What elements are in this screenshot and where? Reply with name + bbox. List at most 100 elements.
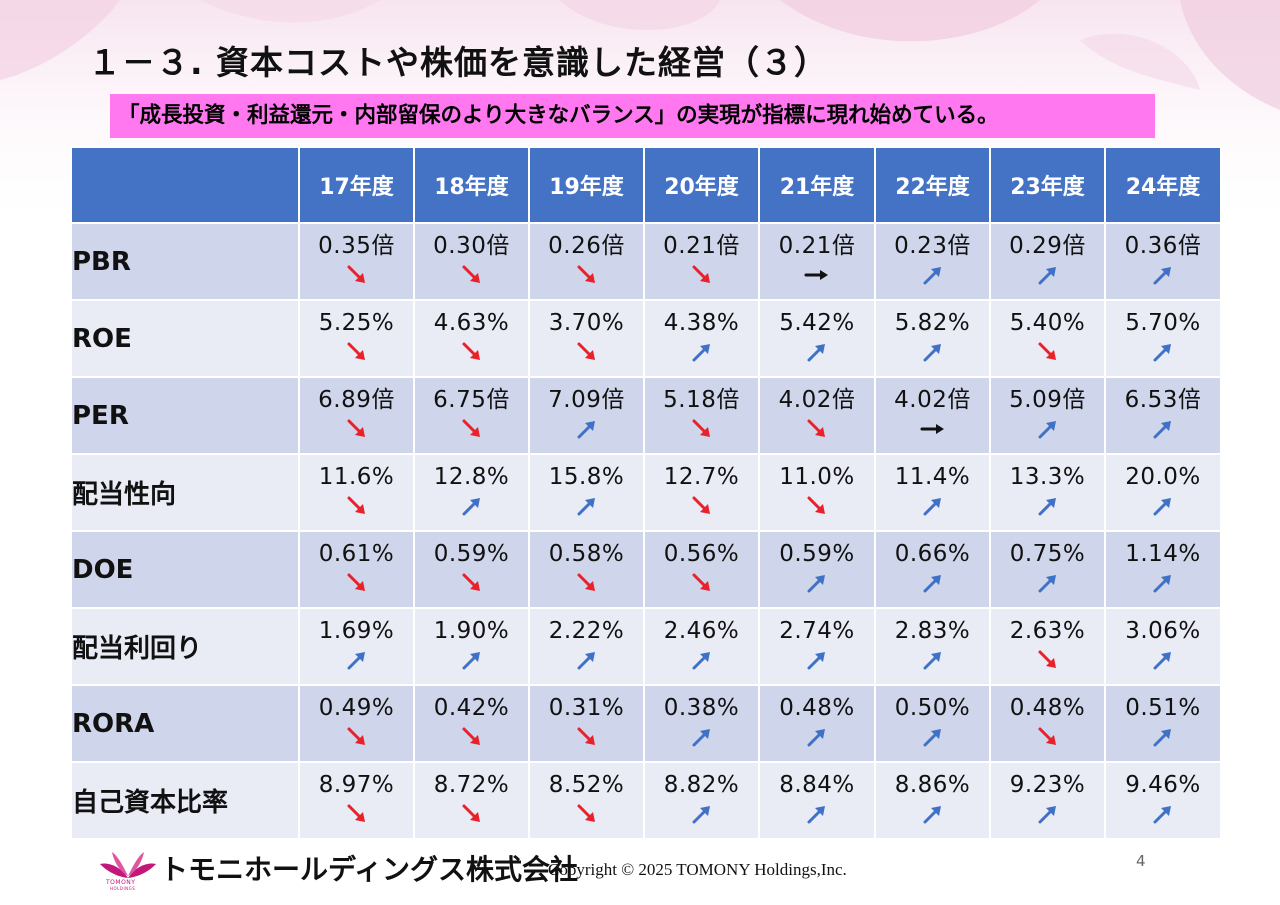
metric-cell: 5.25% (298, 299, 415, 378)
arrow-up-right-icon (760, 647, 874, 675)
arrow-down-right-icon (300, 416, 413, 444)
arrow-up-right-icon (991, 801, 1104, 829)
metric-cell: 0.58% (528, 530, 645, 609)
metric-value: 1.90% (433, 618, 510, 644)
metric-cell: 8.82% (643, 761, 760, 840)
metric-cell: 6.75倍 (413, 376, 530, 455)
metric-value: 20.0% (1125, 464, 1201, 490)
metric-label: PER (70, 376, 300, 455)
metric-cell: 4.63% (413, 299, 530, 378)
metric-value: 2.63% (1009, 618, 1086, 644)
metric-cell: 0.48% (758, 684, 876, 763)
logo-subtext: HOLDINGS (110, 886, 136, 891)
arrow-up-right-icon (991, 493, 1104, 521)
arrow-down-right-icon (300, 570, 413, 598)
metric-cell: 0.31% (528, 684, 645, 763)
arrow-down-right-icon (415, 724, 528, 752)
metric-cell: 0.23倍 (874, 222, 991, 301)
metric-value: 4.02倍 (894, 387, 971, 413)
metric-cell: 8.52% (528, 761, 645, 840)
arrow-up-right-icon (1106, 262, 1220, 290)
metrics-table: 17年度 18年度 19年度 20年度 21年度 22年度 23年度 24年度 … (70, 146, 1222, 840)
metric-cell: 0.21倍 (643, 222, 760, 301)
year-header: 18年度 (413, 146, 530, 224)
metric-cell: 11.6% (298, 453, 415, 532)
metric-value: 0.49% (318, 695, 395, 721)
metric-value: 0.21倍 (663, 233, 740, 259)
arrow-up-right-icon (1106, 724, 1220, 752)
metric-value: 0.61% (318, 541, 395, 567)
metric-value: 2.46% (663, 618, 740, 644)
metric-label: 配当性向 (70, 453, 300, 532)
metric-value: 6.75倍 (433, 387, 510, 413)
arrow-down-right-icon (991, 339, 1104, 367)
table-row: DOE 0.61% 0.59% 0.58% 0.56% 0.59% 0.66% 0.75% 1.… (70, 530, 1222, 609)
corner-cell (70, 146, 300, 224)
arrow-up-right-icon (530, 493, 643, 521)
arrow-up-right-icon (645, 339, 758, 367)
metric-cell: 3.06% (1104, 607, 1222, 686)
metric-value: 5.40% (1009, 310, 1086, 336)
metric-cell: 0.51% (1104, 684, 1222, 763)
metric-cell: 6.89倍 (298, 376, 415, 455)
arrow-up-right-icon (1106, 339, 1220, 367)
metric-value: 0.29倍 (1009, 233, 1086, 259)
metric-label: PBR (70, 222, 300, 301)
metric-cell: 11.4% (874, 453, 991, 532)
arrow-up-right-icon (645, 724, 758, 752)
company-name: トモニホールディングス株式会社 (160, 853, 579, 886)
year-header: 23年度 (989, 146, 1106, 224)
metric-value: 0.75% (1009, 541, 1086, 567)
metric-cell: 0.21倍 (758, 222, 876, 301)
arrow-down-right-icon (415, 339, 528, 367)
metric-cell: 8.86% (874, 761, 991, 840)
metric-value: 11.6% (318, 464, 395, 490)
arrow-down-right-icon (415, 416, 528, 444)
arrow-up-right-icon (876, 724, 989, 752)
metric-value: 0.42% (433, 695, 510, 721)
arrow-up-right-icon (760, 801, 874, 829)
metric-value: 0.59% (433, 541, 510, 567)
arrow-right-icon (760, 262, 874, 290)
arrow-down-right-icon (415, 801, 528, 829)
metric-cell: 12.7% (643, 453, 760, 532)
metric-value: 4.63% (433, 310, 510, 336)
metric-cell: 0.29倍 (989, 222, 1106, 301)
copyright-notice: Copyright © 2025 TOMONY Holdings,Inc. (548, 860, 847, 879)
page-title: １－３. 資本コストや株価を意識した経営（３） (88, 43, 829, 82)
metric-cell: 8.72% (413, 761, 530, 840)
arrow-up-right-icon (300, 647, 413, 675)
metric-cell: 4.02倍 (874, 376, 991, 455)
metric-value: 0.23倍 (894, 233, 971, 259)
arrow-down-right-icon (530, 262, 643, 290)
metric-value: 0.66% (894, 541, 971, 567)
metric-value: 0.48% (1009, 695, 1086, 721)
arrow-up-right-icon (876, 570, 989, 598)
tomony-logo-icon (100, 852, 156, 878)
arrow-down-right-icon (645, 416, 758, 444)
metric-cell: 11.0% (758, 453, 876, 532)
metric-cell: 2.63% (989, 607, 1106, 686)
metric-value: 8.97% (318, 772, 395, 798)
metric-value: 0.59% (779, 541, 855, 567)
metric-value: 2.74% (779, 618, 855, 644)
metric-cell: 0.38% (643, 684, 760, 763)
metric-cell: 6.53倍 (1104, 376, 1222, 455)
arrow-up-right-icon (415, 647, 528, 675)
metric-cell: 9.46% (1104, 761, 1222, 840)
metric-value: 8.82% (663, 772, 740, 798)
metric-value: 2.22% (548, 618, 625, 644)
arrow-up-right-icon (760, 339, 874, 367)
metric-cell: 0.75% (989, 530, 1106, 609)
arrow-down-right-icon (760, 416, 874, 444)
metric-value: 6.89倍 (318, 387, 395, 413)
metric-value: 2.83% (894, 618, 971, 644)
metric-cell: 4.02倍 (758, 376, 876, 455)
arrow-down-right-icon (300, 801, 413, 829)
arrow-down-right-icon (300, 262, 413, 290)
metric-value: 8.52% (548, 772, 625, 798)
arrow-up-right-icon (645, 647, 758, 675)
metric-label: ROE (70, 299, 300, 378)
table-row: PBR 0.35倍 0.30倍 0.26倍 0.21倍 0.21倍 0.23倍 0.29倍 0.… (70, 222, 1222, 301)
metric-cell: 5.70% (1104, 299, 1222, 378)
